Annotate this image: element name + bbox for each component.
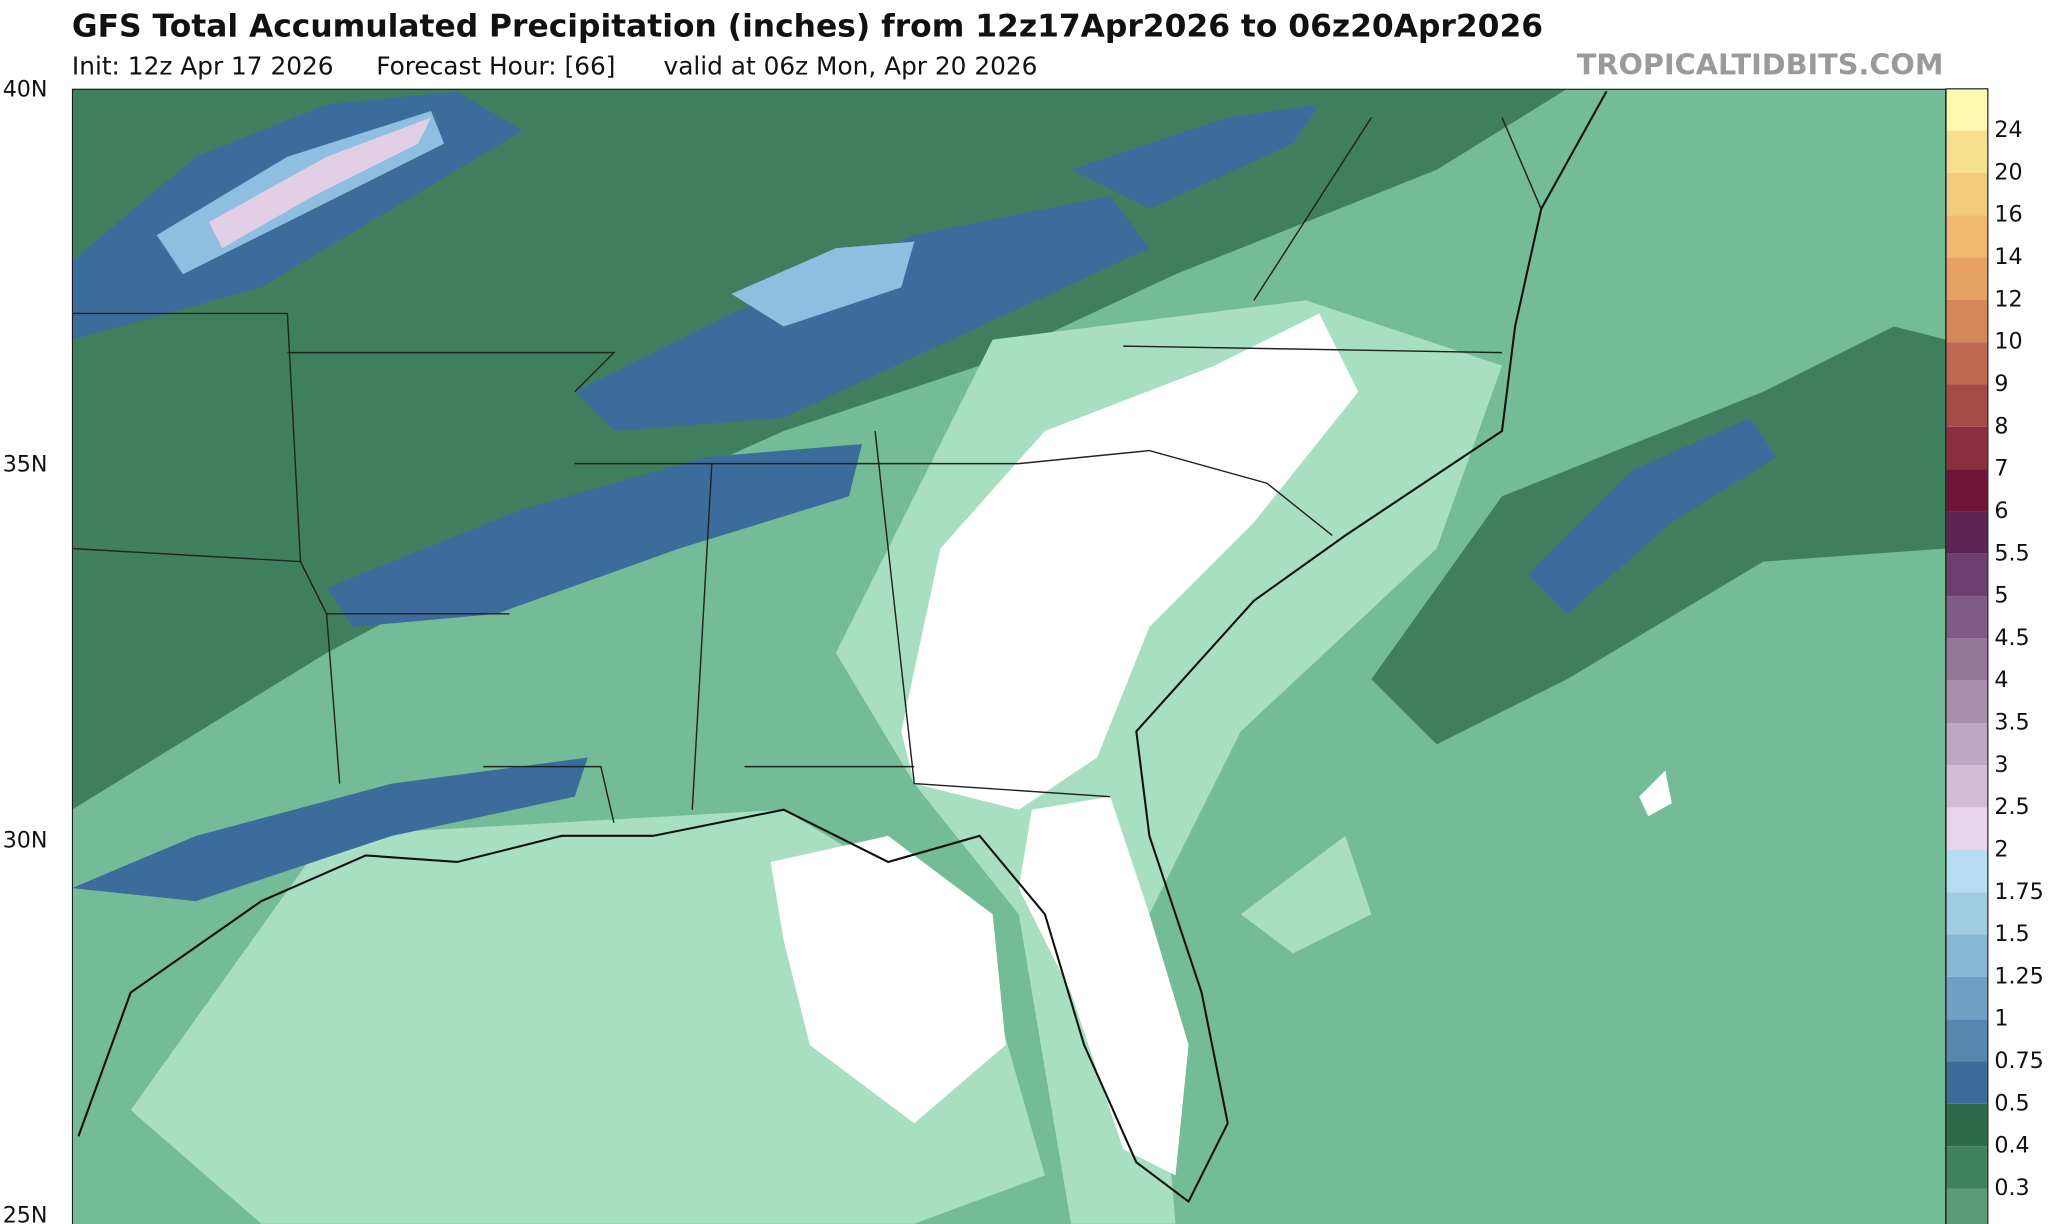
precip-map [71,88,1947,1224]
colorbar-label: 12 [1994,286,2022,312]
colorbar-cell [1946,553,1988,597]
colorbar-cell [1946,1103,1988,1147]
latitude-label: 35N [3,451,48,477]
colorbar-cell [1946,469,1988,512]
state-border [71,117,1542,823]
colorbar-label: 0.4 [1994,1133,2029,1159]
colorbar-cell [1946,976,1988,1020]
field-none [770,835,1006,1124]
colorbar-label: 20 [1994,159,2022,185]
field-blue [71,757,588,902]
colorbar-cell [1946,215,1988,258]
colorbar-label: 7 [1994,456,2008,482]
field-dark [71,88,1568,810]
colorbar-label: 4.5 [1994,625,2029,651]
colorbar-label: 14 [1994,244,2022,270]
colorbar-cell [1946,849,1988,893]
colorbar-cell [1946,172,1988,216]
field-blue [1528,417,1777,614]
colorbar-cell [1946,1146,1988,1189]
colorbar-cell [1946,892,1988,935]
colorbar-cell [1946,596,1988,639]
watermark: TROPICALTIDBITS.COM [1577,47,1944,81]
colorbar-cell [1946,130,1988,173]
colorbar-cell [1946,1019,1988,1062]
colorbar-cell [1946,299,1988,343]
colorbar-label: 1.75 [1994,879,2043,905]
colorbar-cell [1946,934,1988,977]
colorbar-cell [1946,638,1988,681]
colorbar-label: 3.5 [1994,710,2029,736]
colorbar-label: 1.5 [1994,921,2029,947]
coastline [77,90,1608,1204]
colorbar-cell [1946,765,1988,808]
field-lightblue [731,241,915,327]
colorbar-cell [1946,342,1988,385]
colorbar-label: 0.5 [1994,1090,2029,1116]
colorbar-label: 1.25 [1994,963,2043,989]
latitude-label: 25N [3,1202,48,1224]
field-blue [1071,104,1320,209]
colorbar: 24 20 16 14 12 10 9 8 7 6 5.5 5 4.5 4 3.5 3 2.5 2 1.75 1.5 1… [1945,88,2044,1224]
colorbar-label: 4 [1994,667,2008,693]
colorbar-cell [1946,723,1988,766]
field-blue [574,195,1150,431]
colorbar-cell [1946,257,1988,300]
colorbar-frame [1945,88,1989,1224]
colorbar-label: 0.3 [1994,1175,2029,1201]
colorbar-label: 6 [1994,498,2008,524]
colorbar-label: 9 [1994,371,2008,397]
colorbar-label: 10 [1994,329,2022,355]
colorbar-cell [1946,807,1988,850]
colorbar-cell [1946,680,1988,724]
colorbar-label: 8 [1994,413,2008,439]
colorbar-cell [1946,1061,1988,1104]
colorbar-label: 16 [1994,202,2022,228]
forecast-hour: Forecast Hour: [66] [376,51,615,80]
latitude-labels: 40N 35N 30N 25N [3,77,48,1224]
colorbar-cell [1946,426,1988,470]
field-light [1240,835,1372,954]
colorbar-cell [1946,1188,1988,1224]
title: GFS Total Accumulated Precipitation (inc… [72,9,1543,45]
colorbar-label: 1 [1994,1006,2008,1032]
colorbar-label: 3 [1994,752,2008,778]
colorbar-cell [1946,88,1988,131]
field-blue [326,444,863,627]
colorbar-label: 0.75 [1994,1048,2043,1074]
field-pink [209,117,432,249]
field-none [1018,796,1189,1176]
valid-time: valid at 06z Mon, Apr 20 2026 [664,51,1038,80]
colorbar-label: 24 [1994,117,2022,143]
colorbar-label: 5 [1994,583,2008,609]
field-none [1639,770,1672,817]
field-dark [1371,326,1947,745]
colorbar-cell [1946,384,1988,427]
latitude-label: 40N [3,77,48,103]
init-time: Init: 12z Apr 17 2026 [72,51,334,80]
colorbar-cell [1946,511,1988,554]
latitude-label: 30N [3,828,48,854]
field-none [901,313,1359,810]
colorbar-label: 2.5 [1994,794,2029,820]
colorbar-label: 2 [1994,836,2008,862]
colorbar-label: 5.5 [1994,540,2029,566]
